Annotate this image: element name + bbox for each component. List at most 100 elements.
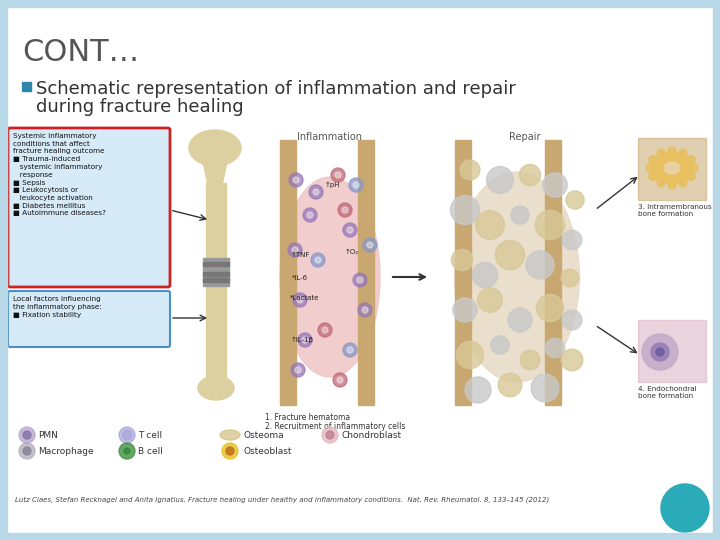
Circle shape (562, 230, 582, 250)
Circle shape (668, 147, 676, 155)
Ellipse shape (189, 130, 241, 166)
Circle shape (566, 191, 584, 209)
Text: ↑IL-1β: ↑IL-1β (291, 337, 314, 343)
Circle shape (349, 178, 363, 192)
Circle shape (288, 243, 302, 257)
Circle shape (661, 484, 709, 532)
Circle shape (358, 303, 372, 317)
Circle shape (687, 172, 695, 180)
Circle shape (289, 173, 303, 187)
Bar (280, 140, 296, 405)
Circle shape (124, 448, 130, 454)
Text: 3. Intramembranous
bone formation: 3. Intramembranous bone formation (638, 204, 712, 217)
Circle shape (520, 350, 540, 370)
Circle shape (495, 240, 525, 269)
Bar (455, 140, 471, 405)
Text: ↑TNF: ↑TNF (291, 252, 310, 258)
Circle shape (657, 179, 665, 187)
Circle shape (313, 189, 319, 195)
Circle shape (476, 211, 505, 239)
Circle shape (222, 443, 238, 459)
Circle shape (119, 427, 135, 443)
FancyBboxPatch shape (8, 128, 170, 287)
Circle shape (293, 293, 307, 307)
Circle shape (536, 294, 564, 322)
Bar (203, 272, 229, 276)
Bar (0, 0, 7, 540)
Bar (358, 140, 374, 405)
Text: Schematic representation of inflammation and repair: Schematic representation of inflammation… (36, 80, 516, 98)
Circle shape (451, 195, 480, 225)
Text: Osteoblast: Osteoblast (243, 447, 292, 456)
Circle shape (357, 277, 363, 283)
Circle shape (543, 173, 567, 197)
Circle shape (331, 168, 345, 182)
Circle shape (23, 447, 31, 455)
Circle shape (679, 179, 687, 187)
Bar (206, 183, 226, 378)
Text: 1. Fracture hematoma: 1. Fracture hematoma (265, 413, 350, 422)
Circle shape (326, 431, 334, 439)
Text: CONT…: CONT… (22, 38, 139, 67)
Bar (638, 138, 706, 200)
Circle shape (302, 337, 308, 343)
Circle shape (19, 443, 35, 459)
Circle shape (491, 336, 509, 354)
Circle shape (226, 447, 234, 455)
Circle shape (690, 164, 698, 172)
Circle shape (477, 288, 503, 312)
Circle shape (119, 443, 135, 459)
Ellipse shape (198, 376, 234, 400)
Circle shape (367, 242, 373, 248)
Circle shape (519, 164, 541, 186)
Circle shape (335, 172, 341, 178)
Text: Osteoma: Osteoma (243, 430, 284, 440)
Circle shape (498, 373, 522, 397)
Circle shape (311, 253, 325, 267)
Circle shape (362, 307, 368, 313)
Circle shape (545, 338, 564, 357)
Circle shape (298, 333, 312, 347)
Circle shape (322, 327, 328, 333)
Circle shape (292, 247, 298, 253)
Circle shape (668, 181, 676, 189)
Bar (638, 320, 706, 382)
Circle shape (333, 373, 347, 387)
Circle shape (347, 347, 353, 353)
Circle shape (343, 223, 357, 237)
Text: ↑pH: ↑pH (325, 182, 341, 188)
Circle shape (649, 172, 657, 180)
Circle shape (19, 427, 35, 443)
Circle shape (561, 269, 579, 287)
Text: B cell: B cell (138, 447, 163, 456)
Circle shape (535, 210, 564, 240)
Bar (203, 278, 229, 282)
Bar (0, 0, 720, 7)
Bar (545, 140, 561, 405)
Polygon shape (203, 162, 227, 185)
Text: ↑O₂: ↑O₂ (345, 249, 359, 255)
Circle shape (315, 257, 321, 263)
Text: Macrophage: Macrophage (38, 447, 94, 456)
Circle shape (651, 343, 669, 361)
Circle shape (295, 367, 301, 373)
Ellipse shape (454, 172, 580, 382)
Bar (22, 82, 31, 91)
Circle shape (291, 363, 305, 377)
Circle shape (642, 334, 678, 370)
Circle shape (472, 262, 498, 288)
Circle shape (649, 156, 657, 164)
Circle shape (322, 427, 338, 443)
Circle shape (679, 149, 687, 157)
Circle shape (526, 251, 554, 279)
Bar (203, 262, 229, 266)
Text: *Lactate: *Lactate (290, 295, 320, 301)
Bar (203, 258, 229, 286)
Circle shape (451, 249, 473, 271)
Text: Inflammation: Inflammation (297, 132, 362, 142)
Circle shape (656, 348, 664, 356)
Circle shape (465, 377, 491, 403)
Circle shape (531, 374, 559, 402)
Text: *IL-6: *IL-6 (292, 275, 308, 281)
Circle shape (487, 166, 513, 193)
